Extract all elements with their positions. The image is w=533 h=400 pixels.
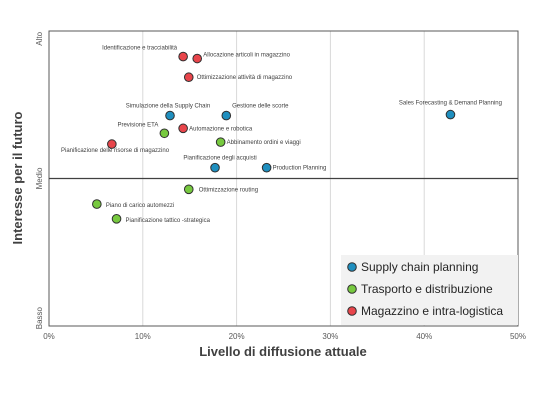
point-label: Abbinamento ordini e viaggi — [227, 140, 301, 146]
point-label: Pianificazione tattico -strategica — [126, 218, 211, 224]
x-tick-labels: 0% 10% 20% 30% 40% 50% — [43, 332, 526, 341]
data-point — [210, 162, 220, 173]
data-point — [183, 184, 194, 195]
point-label: Allocazione articoli in magazzino — [203, 53, 290, 59]
data-point — [215, 137, 226, 147]
data-point — [178, 123, 188, 134]
point-label: Production Planning — [273, 166, 327, 172]
legend-entry: Magazzino e intra-logistica — [361, 304, 503, 318]
point-label: Piano di carico automezzi — [106, 203, 174, 209]
data-point — [178, 51, 188, 62]
data-point — [445, 109, 456, 120]
point-label: Gestione delle scorte — [232, 104, 289, 110]
y-tick-label: Medio — [35, 167, 44, 189]
point-label: Identificazione e tracciabilità — [102, 46, 178, 52]
y-tick-label: Basso — [35, 306, 44, 329]
data-point — [192, 53, 203, 64]
legend-box — [341, 255, 518, 325]
y-tick-label: Alto — [35, 31, 44, 45]
x-tick-label: 0% — [43, 332, 55, 341]
data-points: Simulazione della Supply Chain Gestione d… — [61, 46, 502, 224]
legend-marker — [347, 306, 357, 316]
point-label: Sales Forecasting & Demand Planning — [399, 101, 502, 107]
x-tick-label: 30% — [322, 332, 338, 341]
y-axis-title: Interesse per il futuro — [10, 111, 25, 244]
point-label: Ottimizzazione routing — [199, 187, 258, 193]
legend-marker — [347, 284, 357, 294]
legend-entry: Trasporto e distribuzione — [361, 282, 493, 296]
legend: Supply chain planning Trasporto e distrib… — [341, 255, 518, 325]
point-label: Simulazione della Supply Chain — [126, 104, 210, 110]
data-point — [92, 199, 102, 209]
y-tick-labels: Basso Medio Alto — [35, 31, 44, 329]
legend-entry: Supply chain planning — [361, 260, 478, 274]
data-point — [165, 110, 175, 121]
point-label: Previsione ETA — [117, 122, 158, 128]
legend-marker — [347, 262, 357, 272]
point-label: Automazione e robotica — [189, 126, 253, 132]
x-tick-label: 20% — [229, 332, 245, 341]
data-point — [261, 162, 272, 173]
point-label: Pianificazione delle risorse di magazzin… — [61, 148, 170, 154]
x-tick-label: 50% — [510, 332, 526, 341]
data-point — [111, 214, 122, 224]
data-point — [183, 72, 194, 83]
point-label: Ottimizzazione attività di magazzino — [197, 75, 293, 81]
point-label: Pianificazione degli acquisti — [183, 156, 256, 162]
x-axis-title: Livello di diffusione attuale — [199, 344, 367, 359]
x-tick-label: 40% — [416, 332, 432, 341]
data-point — [107, 139, 117, 149]
data-point — [159, 128, 170, 139]
x-tick-label: 10% — [135, 332, 151, 341]
data-point — [221, 110, 232, 121]
